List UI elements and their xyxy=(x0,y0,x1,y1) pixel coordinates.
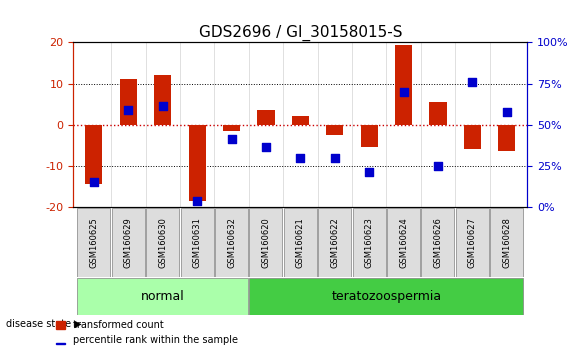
Bar xyxy=(360,125,378,147)
Text: teratozoospermia: teratozoospermia xyxy=(331,290,441,303)
FancyBboxPatch shape xyxy=(112,209,145,278)
FancyBboxPatch shape xyxy=(250,278,523,315)
FancyBboxPatch shape xyxy=(284,209,317,278)
Legend: transformed count, percentile rank within the sample: transformed count, percentile rank withi… xyxy=(52,316,242,349)
Point xyxy=(158,103,168,109)
Text: GSM160625: GSM160625 xyxy=(90,218,98,268)
FancyBboxPatch shape xyxy=(146,209,179,278)
FancyBboxPatch shape xyxy=(180,209,214,278)
Bar xyxy=(257,110,274,125)
Title: GDS2696 / GI_30158015-S: GDS2696 / GI_30158015-S xyxy=(199,25,402,41)
Point xyxy=(330,155,339,160)
Bar xyxy=(498,125,515,152)
Text: disease state ▶: disease state ▶ xyxy=(6,319,81,329)
FancyBboxPatch shape xyxy=(77,209,110,278)
FancyBboxPatch shape xyxy=(387,209,420,278)
Text: GSM160626: GSM160626 xyxy=(434,218,442,268)
Bar xyxy=(326,125,343,135)
FancyBboxPatch shape xyxy=(490,209,523,278)
FancyBboxPatch shape xyxy=(215,209,248,278)
FancyBboxPatch shape xyxy=(250,209,282,278)
Point xyxy=(468,79,477,84)
Point xyxy=(261,144,271,150)
Point xyxy=(227,136,236,142)
Text: normal: normal xyxy=(141,290,185,303)
Bar xyxy=(292,116,309,125)
FancyBboxPatch shape xyxy=(421,209,455,278)
Text: GSM160627: GSM160627 xyxy=(468,218,477,268)
FancyBboxPatch shape xyxy=(456,209,489,278)
Bar xyxy=(86,125,103,184)
Text: GSM160621: GSM160621 xyxy=(296,218,305,268)
Point xyxy=(295,155,305,160)
Bar xyxy=(120,80,137,125)
Bar xyxy=(430,102,447,125)
Text: GSM160624: GSM160624 xyxy=(399,218,408,268)
Text: GSM160622: GSM160622 xyxy=(331,218,339,268)
Text: GSM160620: GSM160620 xyxy=(261,218,270,268)
Point xyxy=(502,109,512,115)
Bar xyxy=(395,45,412,125)
FancyBboxPatch shape xyxy=(77,278,248,315)
Bar xyxy=(464,125,481,149)
Bar xyxy=(189,125,206,201)
Point xyxy=(399,89,408,95)
Point xyxy=(364,169,374,175)
Text: GSM160623: GSM160623 xyxy=(364,218,374,268)
Text: GSM160630: GSM160630 xyxy=(158,218,167,268)
Point xyxy=(89,179,98,185)
FancyBboxPatch shape xyxy=(353,209,386,278)
Point xyxy=(192,198,202,204)
Bar xyxy=(223,125,240,131)
FancyBboxPatch shape xyxy=(318,209,351,278)
Text: GSM160628: GSM160628 xyxy=(502,218,511,268)
Text: GSM160632: GSM160632 xyxy=(227,218,236,268)
Text: GSM160629: GSM160629 xyxy=(124,218,133,268)
Text: GSM160631: GSM160631 xyxy=(193,218,202,268)
Point xyxy=(433,163,442,169)
Bar xyxy=(154,75,171,125)
Point xyxy=(124,108,133,113)
